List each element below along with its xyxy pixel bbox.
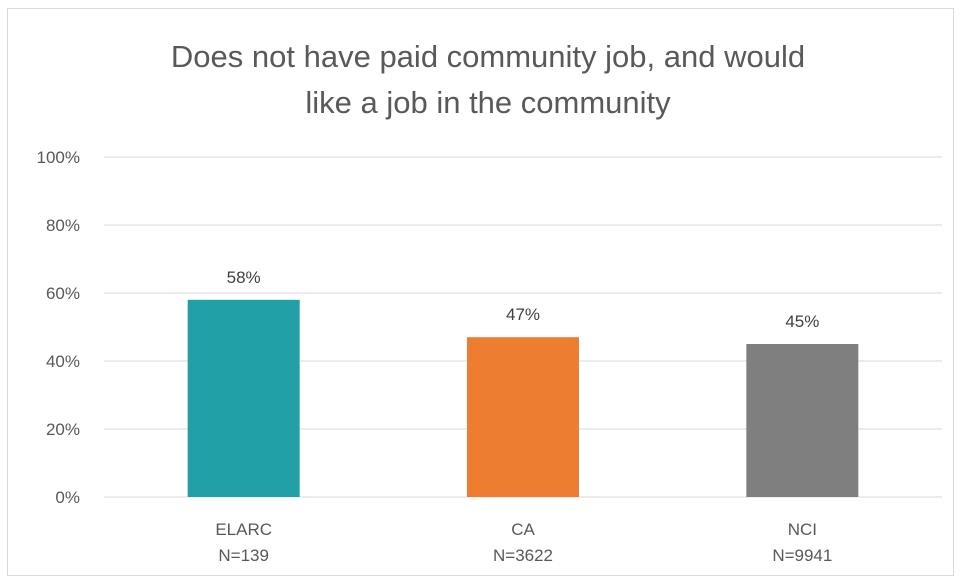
category-label: CA — [511, 520, 535, 539]
category-n-label: N=3622 — [493, 546, 553, 565]
bar-chart: Does not have paid community job, and wo… — [37, 39, 942, 565]
data-label-ca: 47% — [506, 305, 540, 324]
y-tick-label: 0% — [55, 488, 80, 507]
data-label-nci: 45% — [785, 312, 819, 331]
y-axis-tick-labels: 0% 20% 40% 60% 80% 100% — [37, 148, 80, 507]
y-tick-label: 20% — [46, 420, 80, 439]
chart-title-line-2: like a job in the community — [305, 85, 671, 120]
bar-nci — [746, 344, 859, 497]
category-n-label: N=139 — [218, 546, 269, 565]
category-n-label: N=9941 — [772, 546, 832, 565]
y-tick-label: 100% — [37, 148, 80, 167]
category-label: NCI — [788, 520, 817, 539]
x-axis-category-labels: ELARC N=139 CA N=3622 NCI N=9941 — [215, 520, 832, 565]
data-label-elarc: 58% — [227, 268, 261, 287]
y-tick-label: 40% — [46, 352, 80, 371]
bars — [187, 299, 859, 497]
y-tick-label: 60% — [46, 284, 80, 303]
bar-ca — [467, 337, 579, 497]
data-labels: 58% 47% 45% — [227, 268, 820, 331]
y-tick-label: 80% — [46, 216, 80, 235]
chart-frame: Does not have paid community job, and wo… — [7, 8, 954, 576]
bar-elarc — [187, 299, 300, 497]
category-label: ELARC — [215, 520, 272, 539]
chart-title-line-1: Does not have paid community job, and wo… — [171, 39, 805, 74]
